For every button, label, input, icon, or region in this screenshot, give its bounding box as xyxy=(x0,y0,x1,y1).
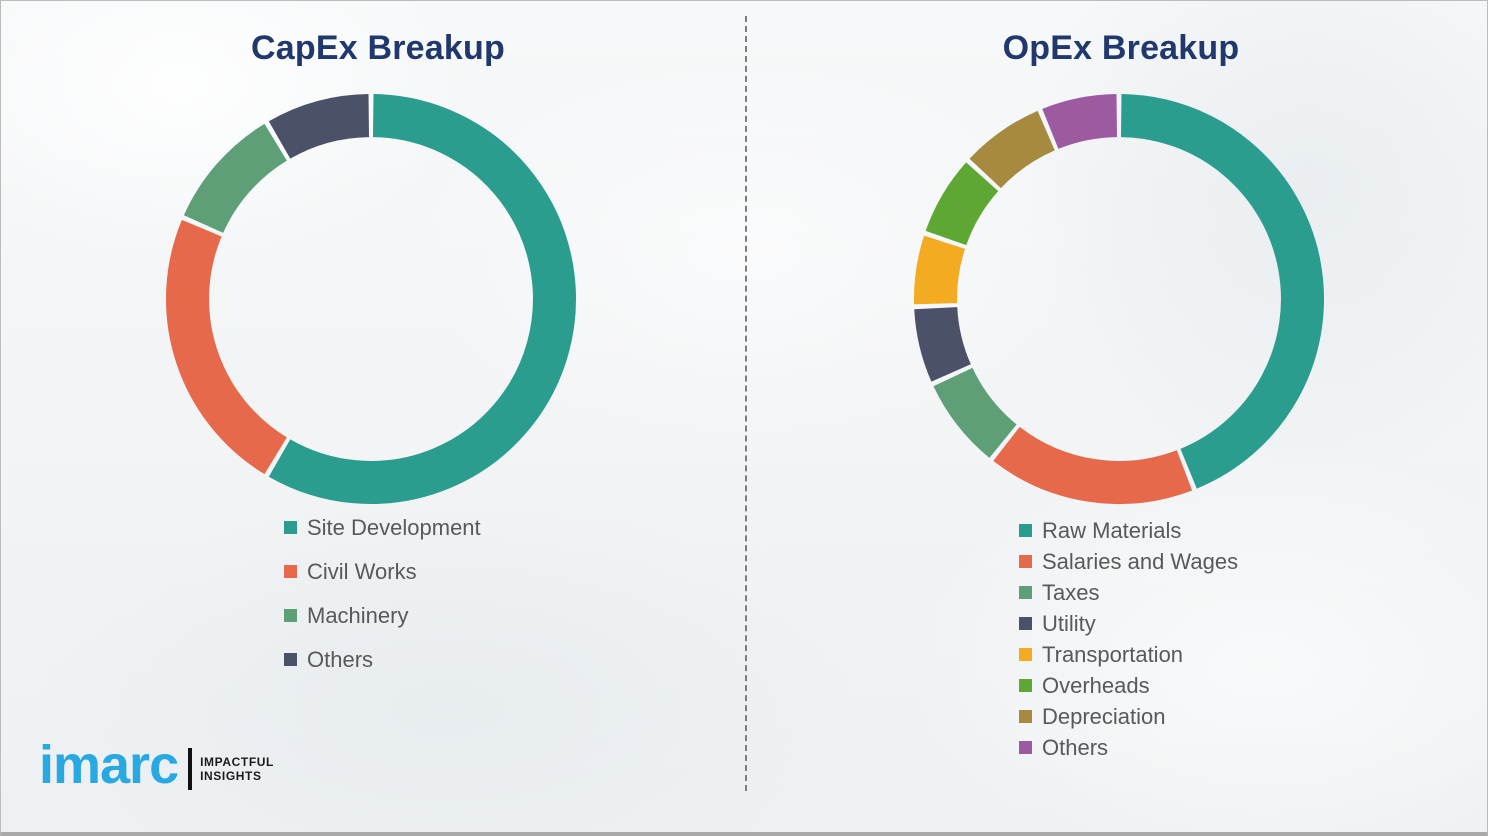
legend-item-raw-materials: Raw Materials xyxy=(1019,518,1238,543)
legend-item-others: Others xyxy=(1019,735,1238,760)
legend-swatch-icon xyxy=(1019,617,1032,630)
legend-label: Machinery xyxy=(307,603,409,628)
donut-segment-salaries-and-wages xyxy=(993,426,1193,504)
capex-legend: Site Development Civil Works Machinery Othe… xyxy=(284,515,481,691)
legend-item-utility: Utility xyxy=(1019,611,1238,636)
legend-swatch-icon xyxy=(284,565,297,578)
legend-item-salaries-and-wages: Salaries and Wages xyxy=(1019,549,1238,574)
donut-segment-overheads xyxy=(925,162,999,246)
donut-segment-raw-materials xyxy=(1120,94,1324,489)
legend-swatch-icon xyxy=(1019,710,1032,723)
legend-item-taxes: Taxes xyxy=(1019,580,1238,605)
logo-tagline-line1: IMPACTFUL xyxy=(200,755,274,769)
legend-swatch-icon xyxy=(284,521,297,534)
legend-label: Overheads xyxy=(1042,673,1150,698)
donut-segment-machinery xyxy=(183,123,288,234)
donut-segment-depreciation xyxy=(969,110,1056,189)
legend-swatch-icon xyxy=(284,609,297,622)
legend-swatch-icon xyxy=(1019,524,1032,537)
capex-donut-chart xyxy=(166,94,576,504)
opex-chart-title: OpEx Breakup xyxy=(1002,29,1240,67)
donut-segment-others xyxy=(268,94,370,159)
imarc-logo-wordmark: imarc xyxy=(39,735,179,795)
logo-tagline-line2: INSIGHTS xyxy=(200,769,262,783)
legend-item-civil-works: Civil Works xyxy=(284,559,481,584)
legend-label: Civil Works xyxy=(307,559,417,584)
imarc-logo: imarc IMPACTFUL INSIGHTS xyxy=(39,737,274,793)
legend-label: Raw Materials xyxy=(1042,518,1182,543)
panel-divider xyxy=(745,16,747,791)
legend-swatch-icon xyxy=(1019,741,1032,754)
capex-chart-title: CapEx Breakup xyxy=(251,29,505,67)
legend-item-overheads: Overheads xyxy=(1019,673,1238,698)
legend-item-site-development: Site Development xyxy=(284,515,481,540)
donut-segment-taxes xyxy=(933,367,1018,458)
legend-item-machinery: Machinery xyxy=(284,603,481,628)
legend-label: Salaries and Wages xyxy=(1042,549,1239,574)
legend-swatch-icon xyxy=(1019,679,1032,692)
opex-donut-chart xyxy=(914,94,1324,504)
opex-legend: Raw Materials Salaries and Wages Taxes Util… xyxy=(1019,518,1238,766)
legend-label: Taxes xyxy=(1042,580,1100,605)
donut-segment-others xyxy=(1042,94,1118,150)
legend-swatch-icon xyxy=(1019,586,1032,599)
logo-tagline: IMPACTFUL INSIGHTS xyxy=(200,755,274,783)
legend-item-depreciation: Depreciation xyxy=(1019,704,1238,729)
logo-separator-bar xyxy=(188,748,193,790)
donut-segment-civil-works xyxy=(166,219,288,475)
legend-label: Depreciation xyxy=(1042,704,1166,729)
legend-swatch-icon xyxy=(1019,648,1032,661)
legend-label: Others xyxy=(1042,735,1109,760)
legend-label: Others xyxy=(307,647,374,672)
legend-label: Transportation xyxy=(1042,642,1184,667)
donut-segment-transportation xyxy=(914,235,966,305)
legend-swatch-icon xyxy=(284,653,297,666)
legend-item-others: Others xyxy=(284,647,481,672)
legend-label: Site Development xyxy=(307,515,481,540)
donut-segment-utility xyxy=(914,306,972,382)
donut-segment-site-development xyxy=(268,94,576,504)
legend-item-transportation: Transportation xyxy=(1019,642,1238,667)
legend-swatch-icon xyxy=(1019,555,1032,568)
legend-label: Utility xyxy=(1042,611,1096,636)
